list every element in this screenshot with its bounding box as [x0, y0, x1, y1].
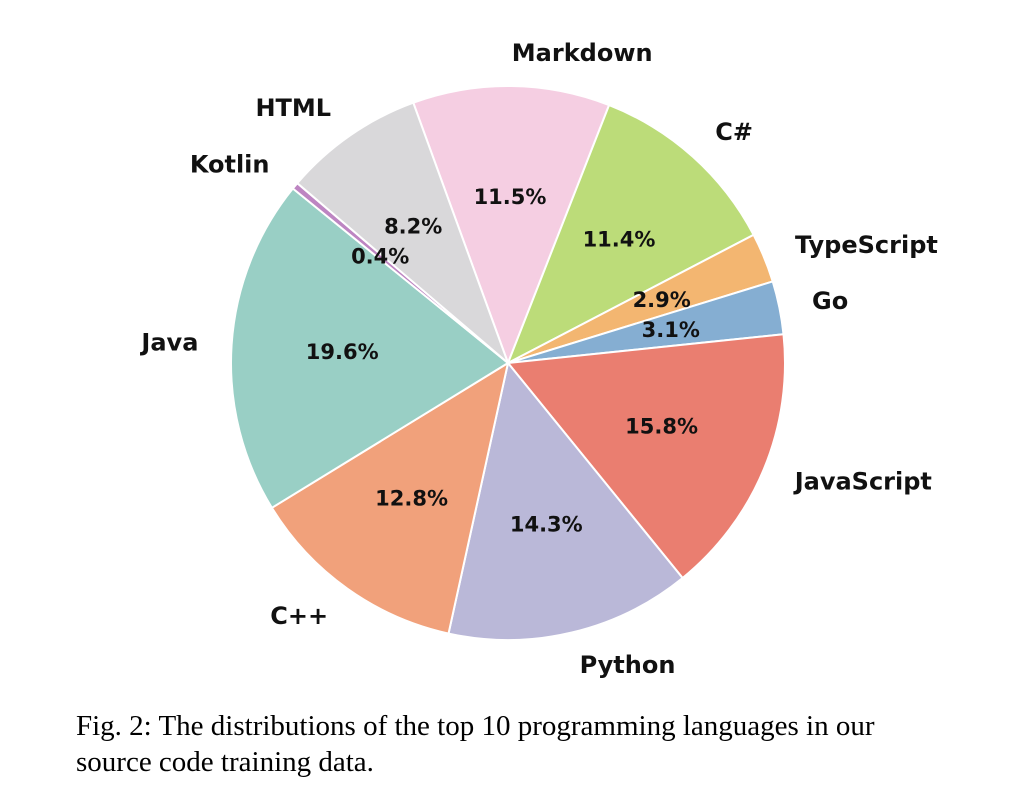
pie-percent-label-java: 19.6%: [306, 340, 379, 364]
pie-chart: 11.5% Markdown 11.4% C# 2.9% TypeScript 3.1% Go…: [139, 39, 938, 679]
pie-percent-label-kotlin: 0.4%: [351, 245, 409, 269]
figure-2: 11.5% Markdown 11.4% C# 2.9% TypeScript 3.1% Go…: [139, 39, 938, 679]
pie-category-label-java: Java: [139, 329, 198, 357]
figure-caption-line-1: Fig. 2: The distributions of the top 10 …: [76, 710, 875, 742]
pie-slice-html: [295, 101, 511, 367]
pie-category-label-go: Go: [812, 287, 848, 315]
pie-slice-cpp: [270, 360, 510, 635]
pie-category-label-cpp: C++: [270, 602, 328, 630]
pie-percent-label-markdown: 11.5%: [474, 185, 547, 209]
pie-slice-csharp: [506, 103, 755, 366]
figure-caption: Fig. 2: The distributions of the top 10 …: [76, 708, 1006, 780]
pie-category-label-typescript: TypeScript: [795, 231, 938, 259]
pie-slice-java: [230, 187, 510, 510]
pie-category-label-kotlin: Kotlin: [190, 151, 270, 179]
pie-percent-label-javascript: 15.8%: [625, 415, 698, 439]
pie-percent-label-python: 14.3%: [510, 513, 583, 537]
pie-percent-label-html: 8.2%: [384, 215, 442, 239]
pie-percent-label-cpp: 12.8%: [375, 486, 448, 510]
pie-percent-label-typescript: 2.9%: [633, 288, 691, 312]
figure-caption-line-2: source code training data.: [76, 746, 374, 778]
pie-category-label-csharp: C#: [715, 118, 753, 146]
pie-slice-markdown: [411, 85, 611, 366]
pie-percent-label-csharp: 11.4%: [583, 227, 656, 251]
pie-category-label-markdown: Markdown: [512, 39, 653, 67]
pie-slice-javascript: [506, 333, 786, 580]
pie-category-label-python: Python: [580, 651, 676, 679]
pie-category-label-html: HTML: [255, 94, 331, 122]
pie-category-label-javascript: JavaScript: [793, 468, 932, 496]
pie-slice-python: [447, 360, 685, 641]
pie-percent-label-go: 3.1%: [642, 318, 700, 342]
